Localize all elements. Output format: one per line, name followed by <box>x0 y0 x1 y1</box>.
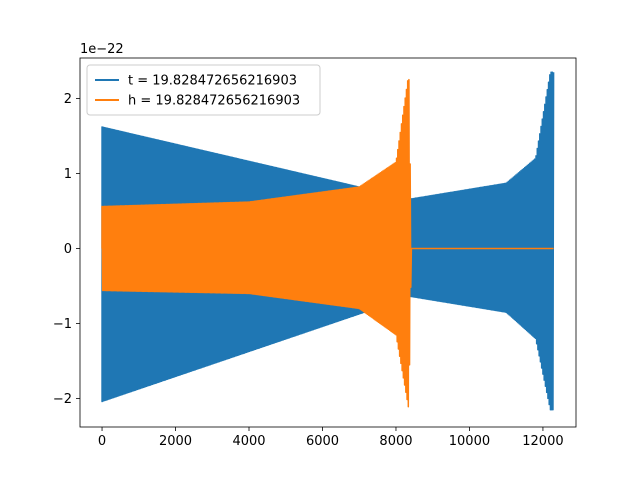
series-line-h <box>101 78 554 408</box>
y-tick-label: −1 <box>53 317 72 332</box>
x-tick-label: 6000 <box>306 434 339 449</box>
legend-label: h = 19.828472656216903 <box>128 94 300 109</box>
y-tick-label: 2 <box>64 92 72 107</box>
plot-area <box>101 71 555 411</box>
x-tick-label: 2000 <box>159 434 192 449</box>
x-tick-label: 0 <box>98 434 106 449</box>
x-tick-label: 12000 <box>522 434 563 449</box>
y-axis-offset-label: 1e−22 <box>80 42 124 57</box>
legend-label: t = 19.828472656216903 <box>128 74 297 89</box>
x-tick-label: 4000 <box>232 434 265 449</box>
axes: 0 2000 4000 6000 8000 10000 12000 −2 −1 0 1 2 <box>53 57 577 449</box>
x-tick-label: 10000 <box>449 434 490 449</box>
legend-box <box>86 64 321 116</box>
legend: t = 19.828472656216903 h = 19.82847265621… <box>86 64 321 116</box>
y-tick-label: −2 <box>53 392 72 407</box>
axes-frame <box>79 57 577 428</box>
y-tick-label: 1 <box>64 167 72 182</box>
x-tick-label: 8000 <box>379 434 412 449</box>
y-tick-label: 0 <box>64 242 72 257</box>
